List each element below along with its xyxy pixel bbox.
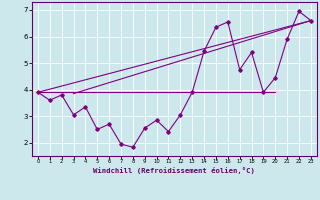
X-axis label: Windchill (Refroidissement éolien,°C): Windchill (Refroidissement éolien,°C): [93, 167, 255, 174]
